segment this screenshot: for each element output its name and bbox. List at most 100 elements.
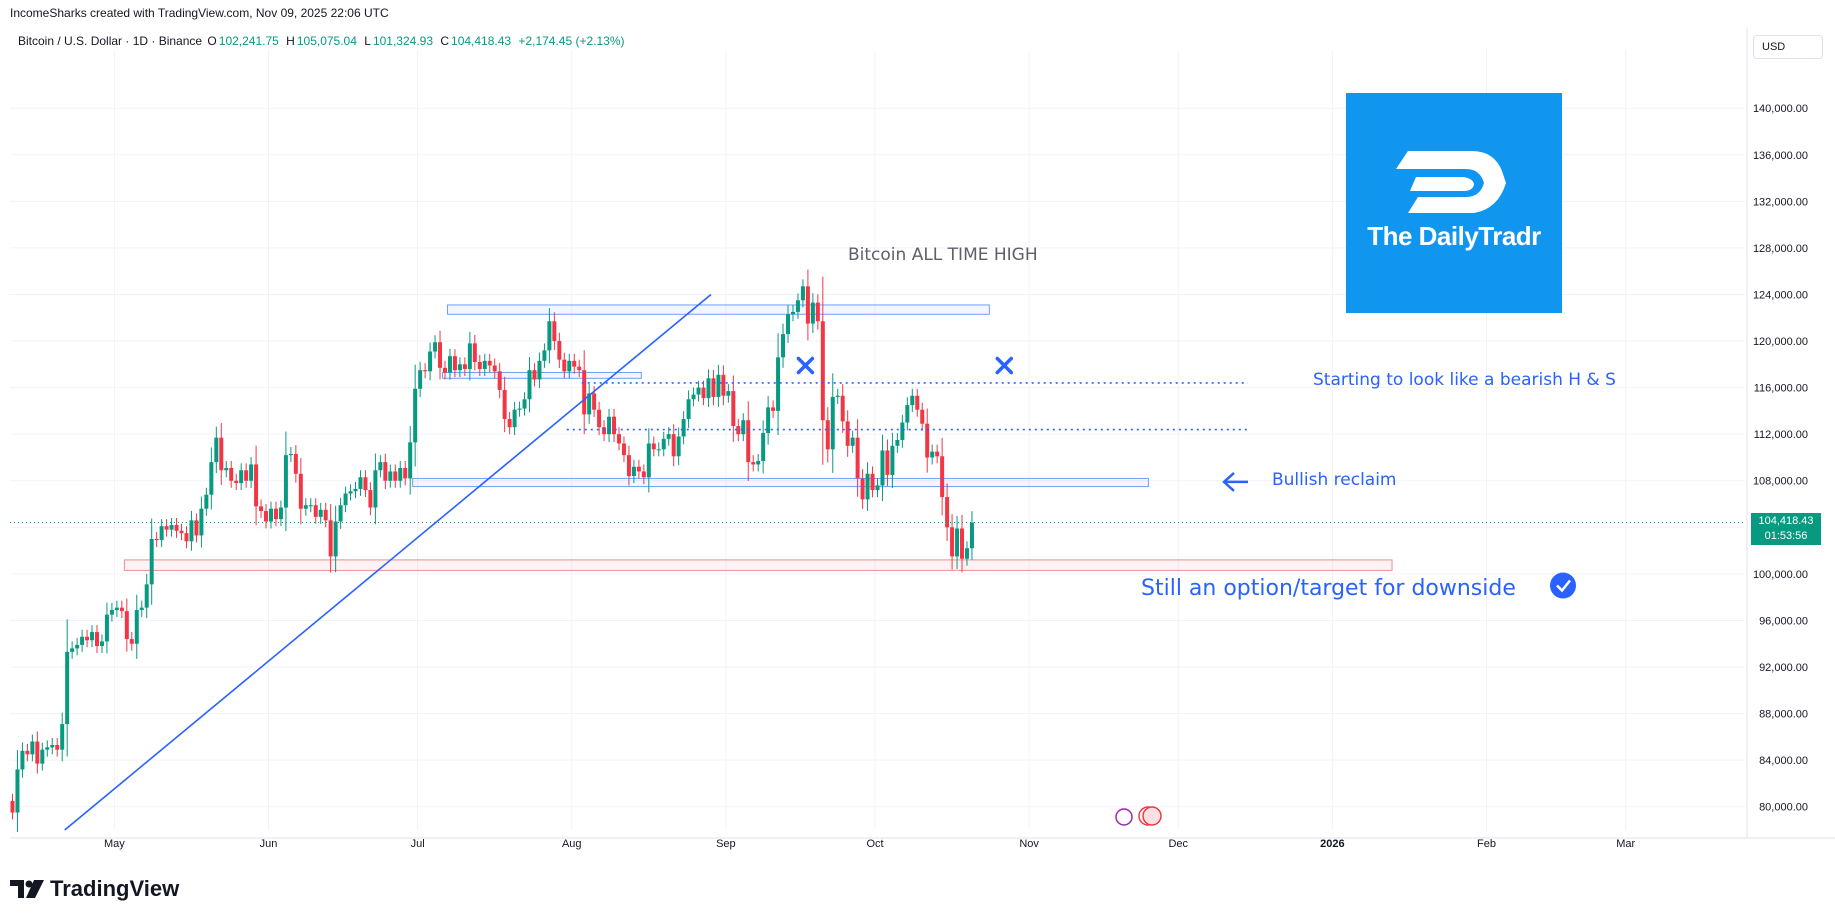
low-value: 101,324.93	[372, 34, 433, 48]
candle-body	[850, 437, 855, 446]
candle-body	[969, 522, 974, 549]
candle-body	[731, 391, 736, 427]
candle-body	[612, 416, 617, 435]
candle-body	[55, 745, 60, 750]
price-tick-label: 96,000.00	[1759, 615, 1808, 627]
candle-body	[318, 509, 323, 517]
candle-body	[790, 311, 795, 315]
symbol-name[interactable]: Bitcoin / U.S. Dollar · 1D · Binance	[18, 34, 203, 48]
candle-body	[686, 399, 691, 420]
candle-body	[482, 360, 487, 369]
candle-body	[75, 644, 80, 649]
price-tick-label: 88,000.00	[1759, 709, 1808, 721]
candle-body	[164, 526, 169, 530]
candle-body	[149, 538, 154, 585]
close-label: C	[440, 34, 450, 48]
candle-body	[964, 548, 969, 559]
candle-body	[234, 480, 239, 484]
candle-body	[244, 470, 249, 481]
tradingview-wordmark: TradingView	[50, 876, 180, 901]
candle-body	[45, 747, 50, 750]
candle-body	[184, 533, 189, 542]
candle-body	[621, 443, 626, 456]
support-trendline	[64, 293, 712, 831]
ohlc-open: O 102,241.75	[207, 34, 280, 48]
candle-body	[805, 286, 810, 324]
candle-body	[706, 378, 711, 399]
ohlc-low: L 101,324.93	[364, 34, 435, 48]
ohlc-close: C 104,418.43	[440, 34, 513, 48]
candle-body	[209, 462, 214, 495]
last-price-tag: 104,418.43 01:53:56	[1751, 513, 1821, 545]
price-tick-label: 84,000.00	[1759, 755, 1808, 767]
candle-body	[587, 393, 592, 415]
price-axis: 80,000.00 84,000.00 88,000.00 92,000.00 96,0…	[1746, 28, 1808, 838]
candle-body	[159, 526, 164, 541]
candle-body	[741, 420, 746, 435]
candle-body	[582, 370, 587, 415]
candle-body	[348, 491, 353, 494]
candle-body	[338, 505, 343, 522]
candle-body	[393, 471, 398, 481]
dailytradr-mark-icon	[1396, 151, 1506, 213]
candle-body	[631, 466, 636, 477]
candle-body	[502, 389, 507, 420]
arrow-left-icon	[1222, 471, 1248, 492]
candle-body	[845, 421, 850, 446]
time-tick-label: Oct	[866, 838, 883, 850]
candle-body	[786, 314, 791, 335]
event-markers-icon	[1115, 806, 1162, 826]
candle-body	[865, 473, 870, 500]
candle-body	[179, 530, 184, 534]
reclaim-annotation: Bullish reclaim	[1272, 470, 1397, 490]
candle-body	[308, 505, 313, 507]
candle-body	[577, 366, 582, 371]
candle-body	[278, 507, 283, 520]
candle-body	[875, 485, 880, 491]
trend-drawings: Bitcoin ALL TIME HIGH Starting to look li…	[10, 245, 1745, 831]
candle-body	[492, 365, 497, 372]
candle-body	[671, 434, 676, 457]
candle-body	[264, 511, 269, 522]
tradingview-brand[interactable]: TradingView	[10, 876, 179, 902]
candle-body	[368, 490, 373, 508]
price-tick-label: 100,000.00	[1753, 569, 1808, 581]
candle-body	[363, 477, 368, 491]
candle-body	[810, 302, 815, 324]
candle-body	[825, 420, 830, 450]
candle-body	[860, 478, 865, 500]
candle-body	[900, 422, 905, 440]
candle-body	[303, 505, 308, 509]
candle-body	[229, 467, 234, 481]
zone-rectangles	[123, 304, 1393, 571]
ath-zone	[446, 304, 990, 315]
candle-body	[224, 467, 229, 471]
candle-body	[830, 396, 835, 450]
candle-body	[567, 360, 572, 372]
candle-body	[890, 445, 895, 475]
candle-body	[418, 370, 423, 389]
price-tick-label: 112,000.00	[1754, 429, 1808, 441]
candle-body	[90, 632, 95, 641]
candle-body	[656, 449, 661, 451]
candle-body	[607, 416, 612, 435]
candle-body	[602, 427, 607, 435]
candle-body	[154, 538, 159, 541]
currency-button[interactable]: USD	[1753, 35, 1823, 59]
candle-body	[487, 360, 492, 366]
candle-body	[388, 471, 393, 481]
candle-body	[895, 440, 900, 446]
price-tick-label: 132,000.00	[1753, 196, 1808, 208]
candle-body	[955, 528, 960, 557]
candle-body	[249, 464, 254, 481]
candle-body	[517, 408, 522, 410]
candle-body	[472, 343, 477, 362]
candle-body	[65, 651, 70, 725]
high-label: H	[286, 34, 295, 48]
candle-body	[358, 477, 363, 489]
target-annotation: Still an option/target for downside	[1141, 576, 1516, 601]
candle-body	[378, 462, 383, 471]
time-tick-label: 2026	[1320, 838, 1344, 850]
candle-body	[651, 443, 656, 450]
